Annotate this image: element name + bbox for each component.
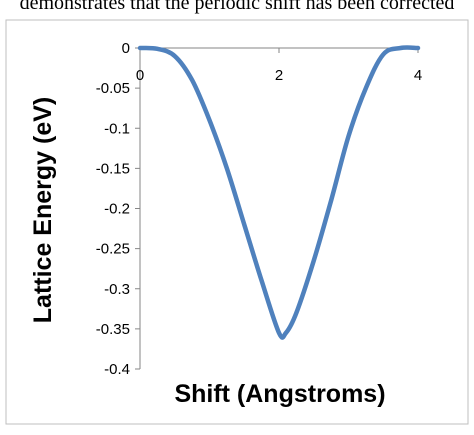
x-tick-label: 2 <box>275 67 283 84</box>
axes-group <box>135 47 419 370</box>
y-tick-label: -0.3 <box>104 281 130 298</box>
x-axis-label: Shift (Angstroms) <box>174 380 385 408</box>
y-tick-label: -0.2 <box>104 201 130 218</box>
y-tick-label: -0.25 <box>96 241 130 258</box>
series-group <box>137 45 421 340</box>
chart-frame <box>5 19 469 425</box>
y-tick-label: 0 <box>122 40 130 57</box>
y-tick-label: -0.1 <box>104 120 130 137</box>
x-tick-labels: 0 2 4 <box>136 67 422 84</box>
y-tick-labels: 0 -0.05 -0.1 -0.15 -0.2 -0.25 -0.3 -0.35 -0.4 <box>96 40 130 378</box>
x-tick-label: 0 <box>136 67 144 84</box>
caption-text: demonstrates that the periodic shift has… <box>19 0 455 14</box>
x-tick-label: 4 <box>414 67 422 84</box>
series-line-0 <box>137 45 421 340</box>
y-tick-label: -0.15 <box>96 160 130 177</box>
y-tick-label: -0.05 <box>96 80 130 97</box>
y-tick-label: -0.35 <box>96 321 130 338</box>
y-axis-label: Lattice Energy (eV) <box>29 97 57 323</box>
y-tick-label: -0.4 <box>104 361 130 378</box>
